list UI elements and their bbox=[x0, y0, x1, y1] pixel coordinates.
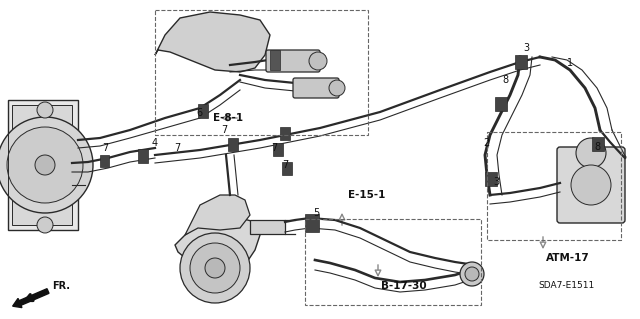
Polygon shape bbox=[175, 218, 260, 270]
Text: E-8-1: E-8-1 bbox=[213, 113, 243, 123]
Text: 3: 3 bbox=[523, 43, 529, 53]
Circle shape bbox=[190, 243, 240, 293]
Bar bbox=[305, 219, 481, 305]
Bar bbox=[228, 138, 238, 151]
Text: 3: 3 bbox=[493, 177, 499, 187]
Text: 7: 7 bbox=[174, 143, 180, 153]
Circle shape bbox=[309, 52, 327, 70]
Bar bbox=[198, 104, 208, 118]
Text: 8: 8 bbox=[502, 75, 508, 85]
Text: FR.: FR. bbox=[52, 281, 70, 291]
FancyBboxPatch shape bbox=[293, 78, 339, 98]
Polygon shape bbox=[155, 12, 270, 72]
Bar bbox=[273, 143, 283, 156]
Circle shape bbox=[7, 127, 83, 203]
Bar bbox=[515, 55, 527, 69]
Polygon shape bbox=[185, 195, 250, 235]
Bar bbox=[100, 155, 109, 167]
Text: SDA7-E1511: SDA7-E1511 bbox=[538, 280, 595, 290]
Circle shape bbox=[465, 267, 479, 281]
Circle shape bbox=[571, 165, 611, 205]
Text: 7: 7 bbox=[271, 143, 277, 153]
Circle shape bbox=[37, 102, 53, 118]
FancyBboxPatch shape bbox=[557, 147, 625, 223]
Text: ATM-17: ATM-17 bbox=[546, 253, 589, 263]
Circle shape bbox=[35, 155, 55, 175]
Bar bbox=[155, 10, 368, 135]
Text: E-15-1: E-15-1 bbox=[348, 190, 385, 200]
Circle shape bbox=[576, 138, 606, 168]
FancyBboxPatch shape bbox=[266, 50, 320, 72]
Text: 7: 7 bbox=[282, 160, 288, 170]
Bar bbox=[495, 97, 507, 111]
Bar bbox=[8, 100, 78, 230]
Text: 4: 4 bbox=[152, 138, 158, 148]
Text: 1: 1 bbox=[567, 58, 573, 68]
Bar bbox=[592, 137, 604, 151]
Text: 7: 7 bbox=[102, 143, 108, 153]
Bar bbox=[12, 105, 72, 225]
Circle shape bbox=[205, 258, 225, 278]
Text: 7: 7 bbox=[221, 125, 227, 135]
Text: 8: 8 bbox=[594, 142, 600, 152]
Circle shape bbox=[37, 217, 53, 233]
Bar bbox=[487, 132, 621, 240]
Bar bbox=[250, 220, 285, 234]
Text: B-17-30: B-17-30 bbox=[381, 281, 427, 291]
Circle shape bbox=[180, 233, 250, 303]
Text: 2: 2 bbox=[483, 138, 489, 148]
Circle shape bbox=[0, 117, 93, 213]
Circle shape bbox=[460, 262, 484, 286]
Bar bbox=[270, 50, 280, 70]
Bar bbox=[138, 149, 148, 163]
Bar bbox=[282, 162, 292, 175]
Text: 5: 5 bbox=[313, 208, 319, 218]
Bar bbox=[305, 214, 319, 232]
FancyArrow shape bbox=[13, 289, 49, 308]
Circle shape bbox=[329, 80, 345, 96]
Bar bbox=[280, 127, 290, 140]
Text: 6: 6 bbox=[196, 108, 202, 118]
Bar bbox=[485, 172, 497, 186]
